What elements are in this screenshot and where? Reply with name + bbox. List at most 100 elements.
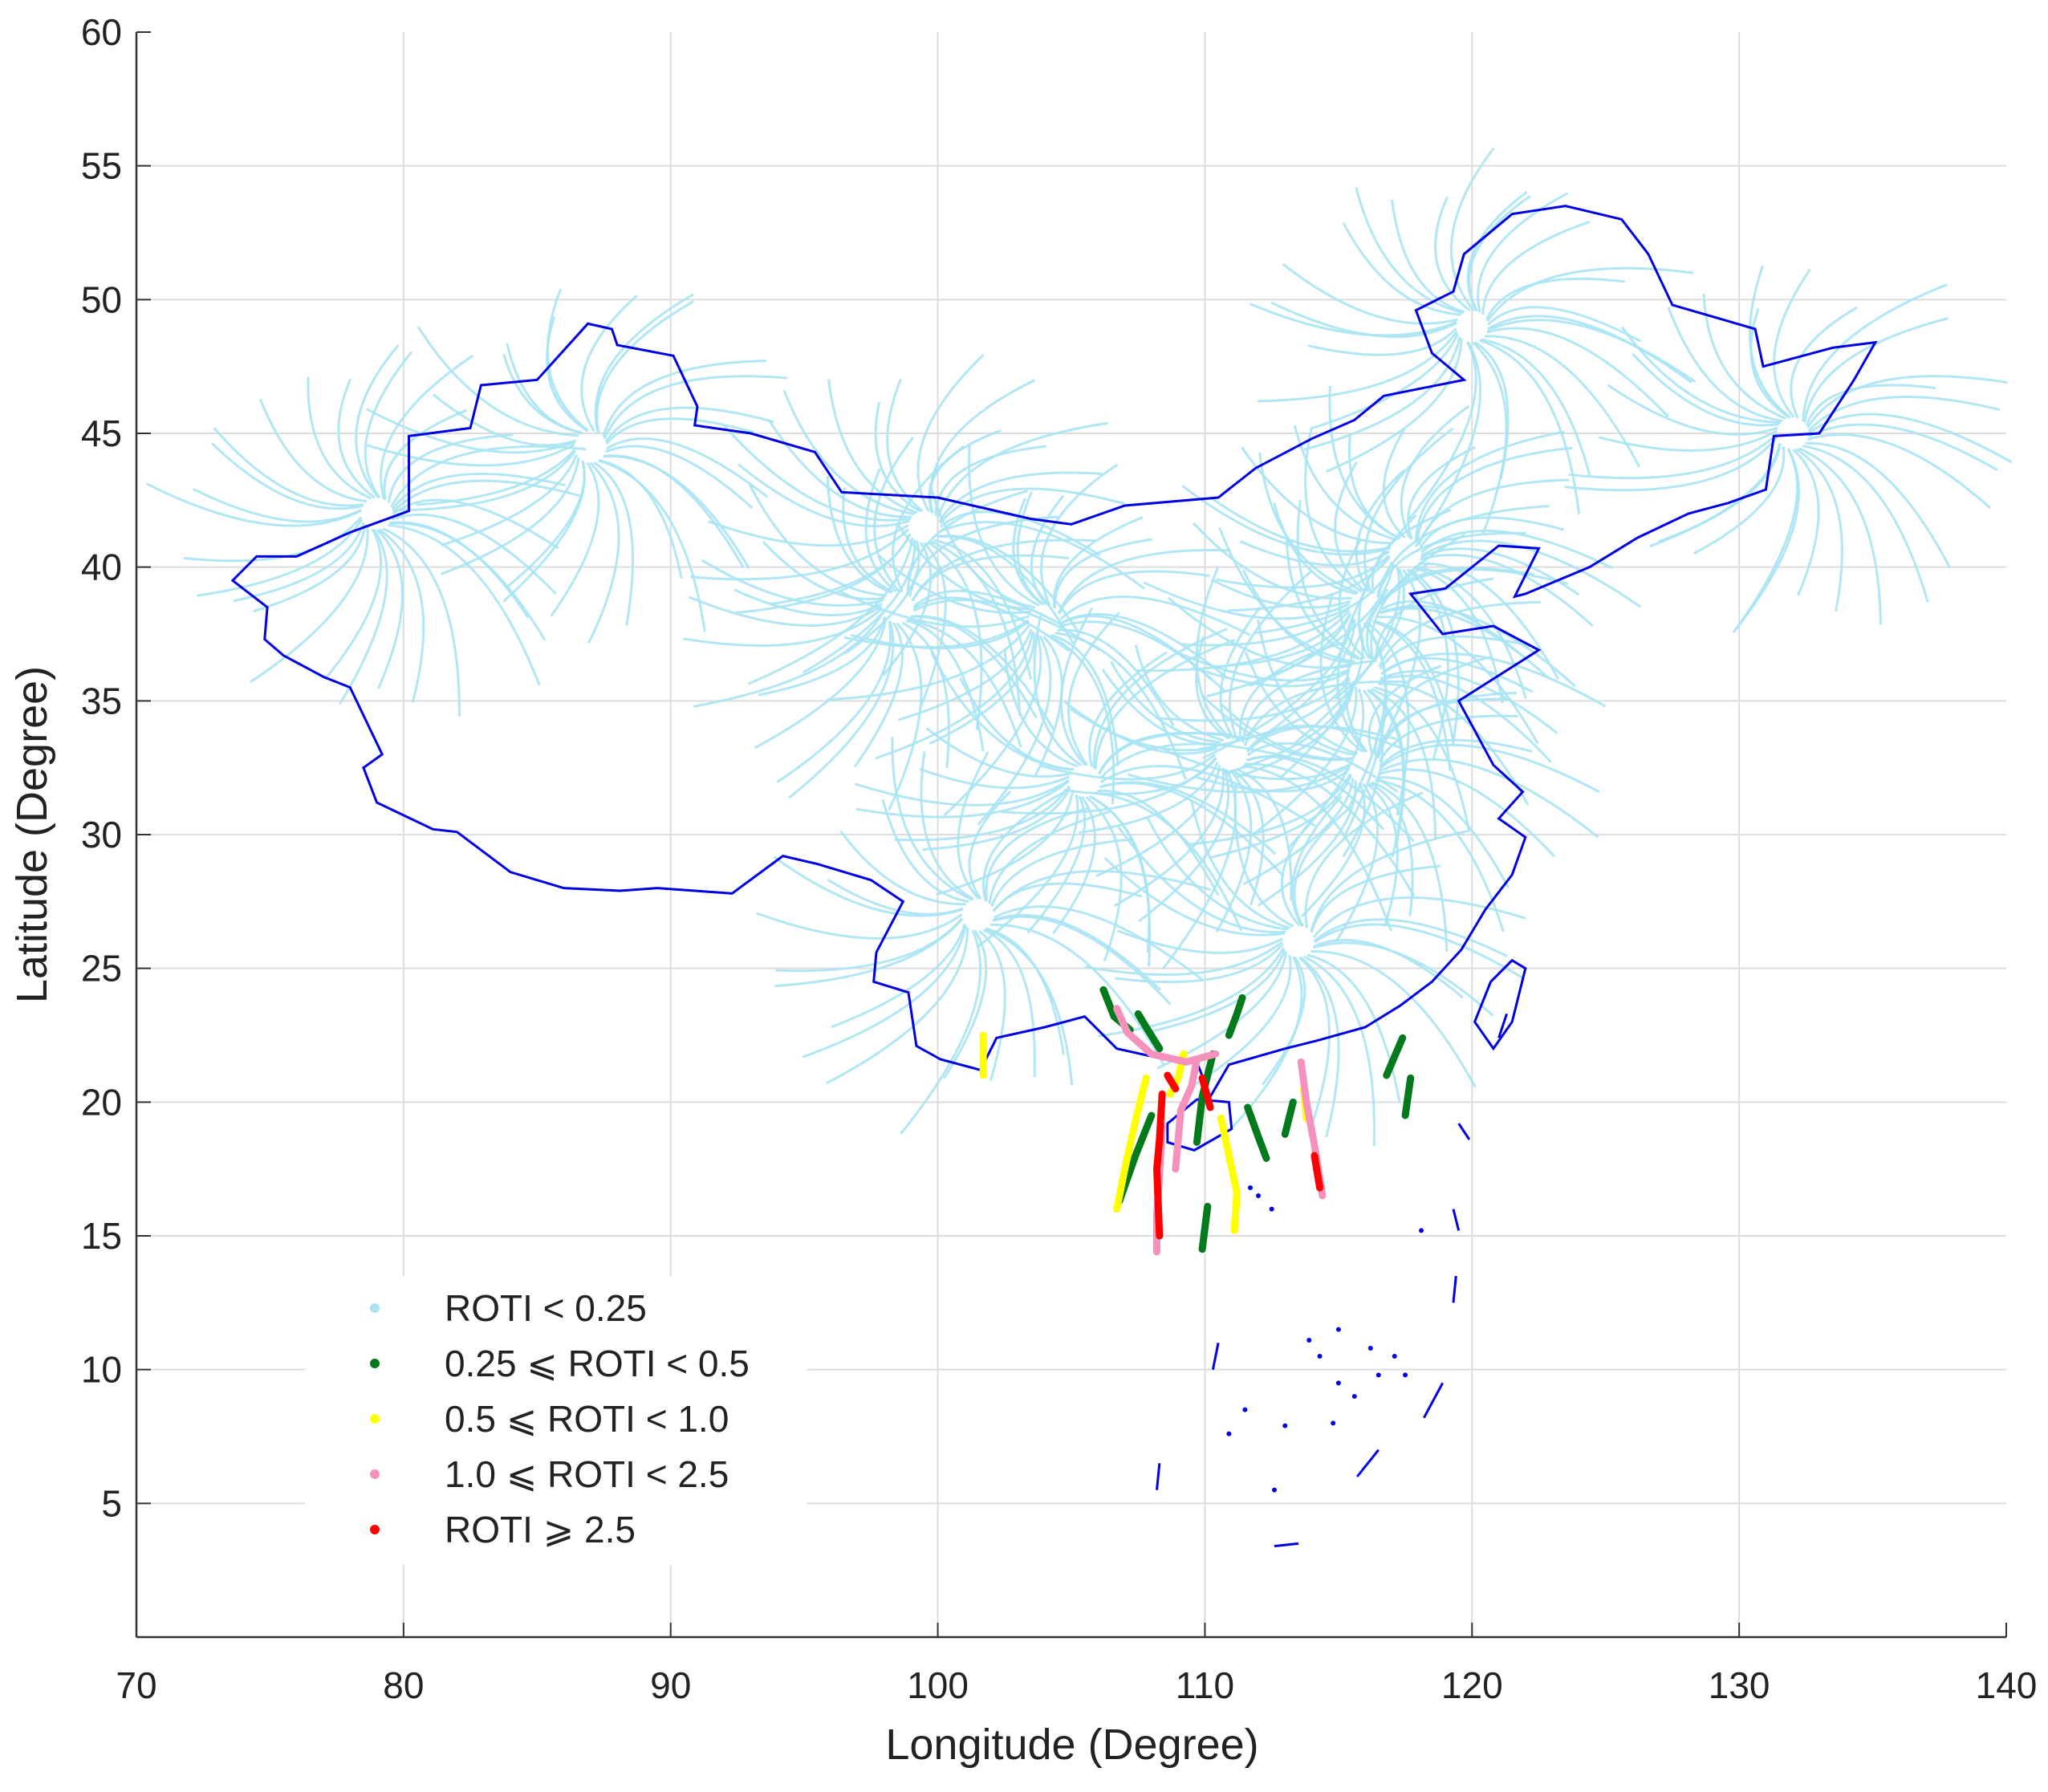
quiet-track [1376,697,1512,758]
quiet-track [213,427,364,507]
quiet-track [922,786,1071,851]
quiet-track [1355,187,1464,315]
legend-marker-3 [370,1414,380,1424]
nine-dash-segment [1355,1449,1380,1477]
quiet-track [1049,634,1115,805]
quiet-track [1233,769,1265,906]
quiet-track [145,482,362,527]
quiet-track [1406,568,1449,759]
quiet-track [708,520,909,547]
quiet-track [701,559,884,607]
quiet-track [992,915,1172,1006]
quiet-track [839,591,1030,628]
quiet-track [1270,301,1457,339]
disturbed-ipp-tracks [979,985,1415,1256]
quiet-track [1059,595,1251,636]
quiet-track [896,523,1034,611]
quiet-track [1239,540,1391,567]
quiet-track [1290,795,1343,927]
quiet-track [776,620,892,783]
quiet-track [1293,806,1351,927]
quiet-track [183,516,363,563]
disturbed-track-level-1 [1244,1103,1270,1162]
quiet-track [234,522,365,603]
quiet-track [1033,612,1083,767]
quiet-track [605,417,754,445]
quiet-track [366,408,576,454]
quiet-track [598,459,706,632]
quiet-ipp-tracks [145,147,2013,1147]
quiet-track [854,778,1070,807]
quiet-track [990,838,1132,908]
quiet-track [1391,199,1465,314]
quiet-track [774,917,964,988]
quiet-track [864,468,897,592]
legend-label-3: 0.5 ⩽ ROTI < 1.0 [445,1398,729,1440]
quiet-track [364,351,412,499]
y-tick-label: 45 [81,412,122,454]
quiet-track [1380,768,1556,858]
quiet-track [929,632,1036,746]
quiet-track [1415,446,1573,543]
quiet-track [1414,565,1527,699]
quiet-track [1084,941,1283,976]
y-tick-label: 15 [81,1215,122,1257]
nine-dash-segment [1452,1209,1461,1231]
disturbed-track-level-2 [1113,1074,1150,1213]
island-dot [1226,1431,1232,1436]
island-dot [1282,1423,1288,1428]
legend-marker-2 [370,1359,380,1368]
south-china-sea-islands [1156,1013,1508,1548]
quiet-track [855,780,1070,819]
quiet-track [933,538,1033,681]
quiet-track [787,621,895,799]
quiet-track [1749,307,1790,419]
island-dot [1269,1206,1274,1212]
disturbed-track-level-1 [1198,1202,1212,1254]
quiet-track [1380,743,1600,794]
nine-dash-segment [1497,1013,1508,1038]
quiet-track [547,288,590,433]
quiet-track [920,751,975,901]
island-dot [1375,1372,1381,1378]
quiet-track [938,471,1103,522]
quiet-track [546,316,588,433]
quiet-track [366,443,575,467]
quiet-track [1805,441,1952,569]
quiet-track [599,459,683,579]
quiet-track [258,398,368,503]
quiet-track [1057,628,1175,727]
quiet-track [1255,562,1393,635]
quiet-track [1058,570,1210,615]
quiet-track [440,457,580,575]
quiet-track [1692,446,1786,555]
legend-label-1: ROTI < 0.25 [445,1287,647,1329]
quiet-track [1481,220,1591,315]
quiet-track [1798,447,1882,625]
quiet-track [1375,778,1505,933]
quiet-track [1060,607,1094,766]
quiet-track [1301,782,1366,917]
quiet-track [993,905,1203,981]
disturbed-track-level-1 [1225,994,1246,1039]
quiet-track [1368,782,1414,916]
quiet-track [1472,341,1508,536]
quiet-track [1377,776,1510,888]
quiet-track [1244,652,1356,757]
quiet-track [1806,433,1992,510]
quiet-track [1251,687,1358,836]
quiet-track [1114,943,1284,984]
quiet-track [1319,593,1364,754]
quiet-track [605,437,769,498]
quiet-track [912,589,1065,628]
quiet-track [380,355,474,500]
quiet-track [1067,612,1120,766]
quiet-track [897,628,1033,721]
quiet-track [1163,749,1351,781]
quiet-track [1313,918,1509,957]
legend-marker-1 [370,1303,380,1313]
y-tick-label: 40 [81,547,122,588]
quiet-track [826,476,892,594]
nine-dash-segment [1452,1275,1457,1303]
quiet-track [1052,516,1144,608]
